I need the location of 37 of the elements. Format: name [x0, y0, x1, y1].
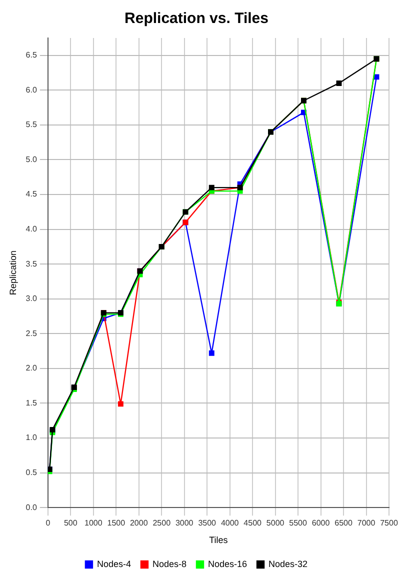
y-tick-label: 3.0: [26, 294, 38, 304]
y-tick-label: 2.0: [26, 364, 38, 373]
x-tick-label: 1500: [107, 518, 126, 528]
y-tick-label: 0.0: [26, 502, 38, 512]
x-tick-label: 5000: [266, 518, 285, 528]
legend-label: Nodes-16: [208, 558, 248, 569]
y-tick-label: 1.0: [26, 433, 38, 442]
x-tick-label: 7000: [357, 518, 376, 528]
x-tick-label: 4000: [220, 518, 240, 528]
legend-label: Nodes-32: [268, 558, 308, 569]
x-tick-label: 2500: [152, 518, 172, 528]
y-tick-label: 4.5: [26, 190, 38, 199]
x-tick-label: 5500: [289, 518, 308, 528]
y-tick-label: 3.5: [26, 259, 38, 268]
y-axis-title: Replication: [8, 250, 18, 296]
x-tick-label: 1000: [84, 518, 103, 528]
legend-label: Nodes-8: [152, 558, 187, 569]
x-tick-label: 3000: [175, 518, 194, 528]
y-tick-label: 0.5: [26, 468, 38, 478]
chart-title: Replication vs. Tiles: [124, 10, 268, 28]
x-tick-label: 6500: [334, 518, 353, 528]
y-tick-label: 2.5: [26, 328, 38, 338]
x-tick-label: 500: [64, 518, 78, 528]
x-tick-label: 4500: [244, 518, 262, 528]
y-tick-label: 6.5: [26, 50, 38, 60]
y-tick-label: 5.5: [26, 120, 38, 130]
x-tick-label: 6000: [312, 518, 330, 528]
x-axis-title: Tiles: [209, 535, 228, 546]
x-tick-label: 3500: [198, 518, 217, 528]
x-tick-label: 0: [46, 518, 51, 528]
x-tick-label: 7500: [380, 518, 398, 528]
y-tick-label: 5.0: [26, 154, 38, 164]
x-tick-label: 2000: [130, 518, 148, 528]
y-tick-label: 1.5: [26, 398, 38, 408]
legend-label: Nodes-4: [96, 558, 131, 569]
y-tick-label: 6.0: [26, 85, 38, 94]
y-tick-label: 4.0: [26, 224, 38, 234]
